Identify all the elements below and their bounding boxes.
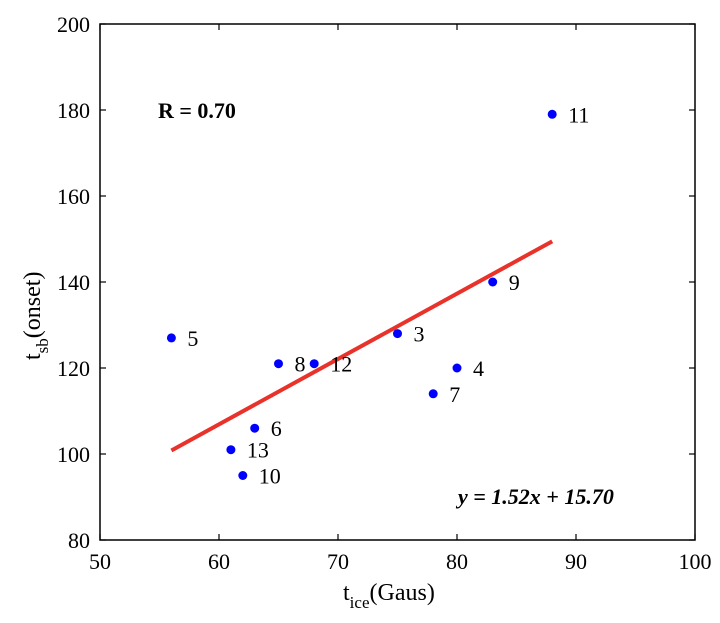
point-labels: 3 4 5 6 7 8 9 10 11 12 13 xyxy=(187,102,589,488)
point-label-9: 9 xyxy=(509,270,520,295)
data-point-13 xyxy=(226,445,236,455)
point-label-7: 7 xyxy=(449,382,460,407)
y-tick-label: 120 xyxy=(57,356,90,381)
point-label-6: 6 xyxy=(271,416,282,441)
fit-line-group xyxy=(170,239,554,453)
x-tick-label: 50 xyxy=(89,549,111,574)
y-tick-label: 80 xyxy=(68,528,90,553)
point-label-11: 11 xyxy=(568,102,589,127)
data-point-9 xyxy=(488,277,498,287)
point-label-8: 8 xyxy=(295,352,306,377)
x-tick-label: 80 xyxy=(446,549,468,574)
y-tick-label: 140 xyxy=(57,270,90,295)
data-point-6 xyxy=(250,423,260,433)
x-tick-label: 90 xyxy=(565,549,587,574)
fit-line xyxy=(170,239,554,453)
y-axis-label: tsb(onset) xyxy=(20,272,52,360)
data-point-12 xyxy=(309,359,319,369)
x-tick-label: 100 xyxy=(679,549,712,574)
axis-ticks: 50 60 70 80 90 100 80 100 120 140 160 180 200 xyxy=(57,12,712,574)
point-label-4: 4 xyxy=(473,356,484,381)
x-tick-label: 70 xyxy=(327,549,349,574)
x-axis-label-rest: (Gaus) xyxy=(370,580,435,606)
data-point-11 xyxy=(547,109,557,119)
y-axis-label-sub: sb xyxy=(33,338,52,353)
x-axis-label-sub: ice xyxy=(350,593,370,612)
data-point-10 xyxy=(238,471,248,480)
data-point-8 xyxy=(274,359,283,369)
r-annotation: R = 0.70 xyxy=(158,98,236,123)
data-point-3 xyxy=(393,329,402,339)
y-axis-label-main: t xyxy=(20,353,46,360)
y-tick-label: 100 xyxy=(57,442,90,467)
data-points xyxy=(166,109,557,480)
data-point-5 xyxy=(166,333,176,343)
data-point-4 xyxy=(452,363,462,373)
data-point-7 xyxy=(428,389,438,399)
point-label-10: 10 xyxy=(259,464,281,489)
x-axis-label-main: t xyxy=(343,580,350,606)
y-axis-label-rest: (onset) xyxy=(20,272,46,339)
y-tick-label: 180 xyxy=(57,98,90,123)
equation-annotation: y = 1.52x + 15.70 xyxy=(455,484,614,509)
y-tick-label: 200 xyxy=(57,12,90,37)
point-label-3: 3 xyxy=(414,322,425,347)
point-label-13: 13 xyxy=(247,438,269,463)
y-tick-label: 160 xyxy=(57,184,90,209)
point-label-5: 5 xyxy=(187,326,198,351)
point-label-12: 12 xyxy=(330,352,352,377)
x-tick-label: 60 xyxy=(208,549,230,574)
x-axis-label: tice(Gaus) xyxy=(343,580,435,612)
